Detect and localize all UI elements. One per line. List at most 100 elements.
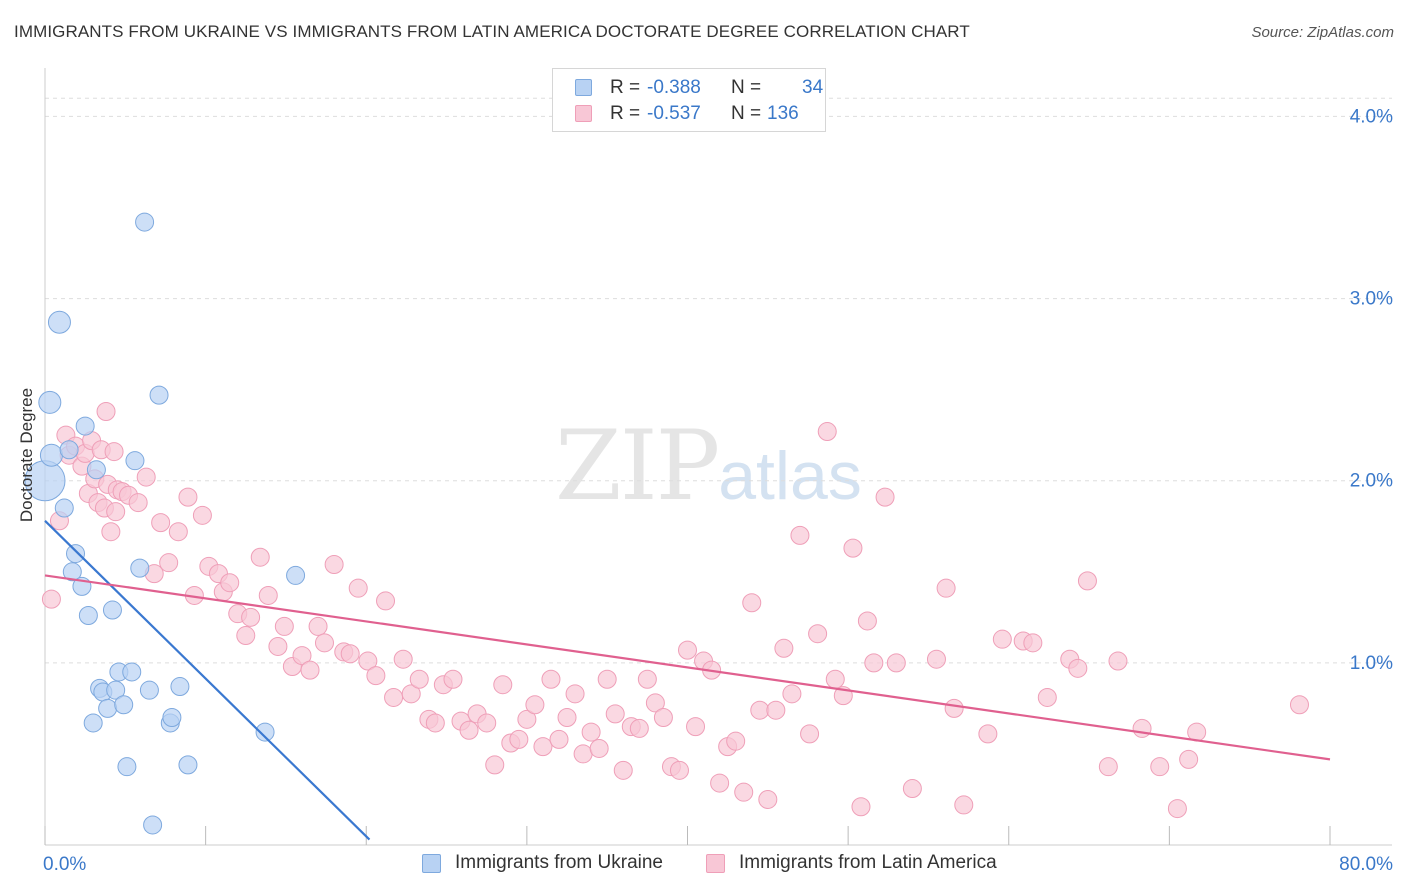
latin-america-point	[401, 684, 421, 704]
latin-america-point	[808, 624, 828, 644]
latin-america-point	[742, 593, 762, 613]
latin-america-point	[817, 422, 837, 442]
latin-america-point	[485, 755, 505, 775]
legend-r-value: -0.537	[647, 103, 701, 124]
latin-america-point	[1179, 749, 1199, 769]
latin-america-point	[358, 651, 378, 671]
latin-america-points	[41, 402, 1309, 819]
ukraine-point	[66, 544, 86, 564]
latin-america-point	[241, 607, 261, 627]
legend-swatch-latin-america	[575, 105, 592, 122]
latin-america-point	[645, 693, 665, 713]
latin-america-point	[425, 713, 445, 733]
latin-america-point	[1167, 799, 1187, 819]
source-label: Source: ZipAtlas.com	[1251, 24, 1394, 41]
latin-america-point	[992, 629, 1012, 649]
latin-america-point	[825, 669, 845, 689]
latin-america-point	[376, 591, 396, 611]
latin-america-point	[758, 789, 778, 809]
latin-america-point	[774, 638, 794, 658]
x-tick-label: 80.0%	[1339, 854, 1393, 875]
legend-r-label: R =	[610, 103, 641, 124]
latin-america-point	[409, 669, 429, 689]
latin-america-point	[581, 722, 601, 742]
legend-swatch-ukraine	[575, 79, 592, 96]
bottom-legend-label-latin-america: Immigrants from Latin America	[739, 852, 997, 873]
latin-america-point	[477, 713, 497, 733]
latin-america-point	[220, 573, 240, 593]
ukraine-point	[149, 385, 169, 405]
latin-america-point	[936, 578, 956, 598]
ukraine-point	[83, 713, 103, 733]
latin-america-point	[393, 649, 413, 669]
latin-america-point	[766, 700, 786, 720]
ukraine-point	[286, 565, 306, 585]
latin-america-point	[978, 724, 998, 744]
ukraine-point	[38, 390, 62, 414]
latin-america-point	[678, 640, 697, 660]
ukraine-point	[255, 722, 275, 742]
latin-america-point	[637, 669, 657, 689]
latin-america-point	[549, 729, 569, 749]
latin-america-point	[384, 687, 404, 707]
latin-america-point	[954, 795, 974, 815]
latin-america-point	[902, 779, 922, 799]
ukraine-point	[54, 498, 74, 518]
latin-america-point	[459, 720, 479, 740]
ukraine-point	[170, 677, 190, 697]
latin-america-point	[41, 589, 61, 609]
ukraine-point	[59, 440, 79, 460]
latin-america-point	[258, 585, 278, 605]
grid-lines	[45, 97, 1392, 664]
latin-america-point	[101, 522, 121, 542]
latin-america-point	[324, 555, 344, 574]
latin-america-point	[348, 578, 368, 598]
latin-america-point	[1068, 658, 1088, 678]
watermark-atlas: atlas	[718, 438, 862, 514]
ukraine-point	[135, 212, 155, 232]
latin-america-point	[1037, 687, 1057, 707]
latin-america-point	[944, 698, 964, 718]
latin-america-point	[525, 695, 545, 715]
latin-america-point	[292, 646, 312, 666]
latin-america-point	[443, 669, 463, 689]
latin-america-point	[1108, 651, 1128, 671]
latin-america-point	[843, 538, 863, 558]
latin-america-point	[1077, 571, 1097, 591]
latin-america-point	[178, 487, 198, 507]
latin-america-point	[790, 525, 810, 545]
latin-america-point	[565, 684, 585, 704]
latin-america-point	[517, 709, 537, 729]
latin-america-point	[541, 669, 561, 689]
ukraine-point	[62, 562, 82, 582]
watermark-zip: ZIP	[555, 410, 720, 522]
latin-america-point	[669, 760, 689, 780]
ukraine-point	[102, 600, 122, 620]
latin-america-trend-line	[44, 574, 1331, 761]
ukraine-point	[86, 460, 106, 480]
latin-america-point	[864, 653, 884, 673]
bottom-legend-label-ukraine: Immigrants from Ukraine	[455, 852, 663, 873]
latin-america-point	[268, 636, 288, 656]
latin-america-point	[1150, 757, 1170, 777]
latin-america-point	[493, 675, 513, 695]
latin-america-point	[151, 513, 171, 533]
latin-america-point	[128, 493, 148, 513]
latin-america-point	[875, 487, 895, 507]
latin-america-point	[589, 738, 609, 758]
ukraine-point	[178, 755, 198, 775]
latin-america-point	[851, 797, 871, 817]
ukraine-point	[114, 695, 134, 715]
latin-america-point	[613, 760, 633, 780]
legend-r-label: R =	[610, 77, 641, 98]
bottom-legend-swatch-latin-america	[706, 854, 725, 873]
latin-america-point	[557, 708, 577, 727]
latin-america-point	[782, 684, 802, 704]
latin-america-point	[533, 737, 553, 757]
y-tick-label: 1.0%	[1350, 653, 1393, 674]
latin-america-point	[886, 653, 906, 673]
latin-america-point	[192, 505, 212, 525]
chart-title: IMMIGRANTS FROM UKRAINE VS IMMIGRANTS FR…	[14, 22, 970, 41]
ukraine-point	[98, 698, 118, 718]
